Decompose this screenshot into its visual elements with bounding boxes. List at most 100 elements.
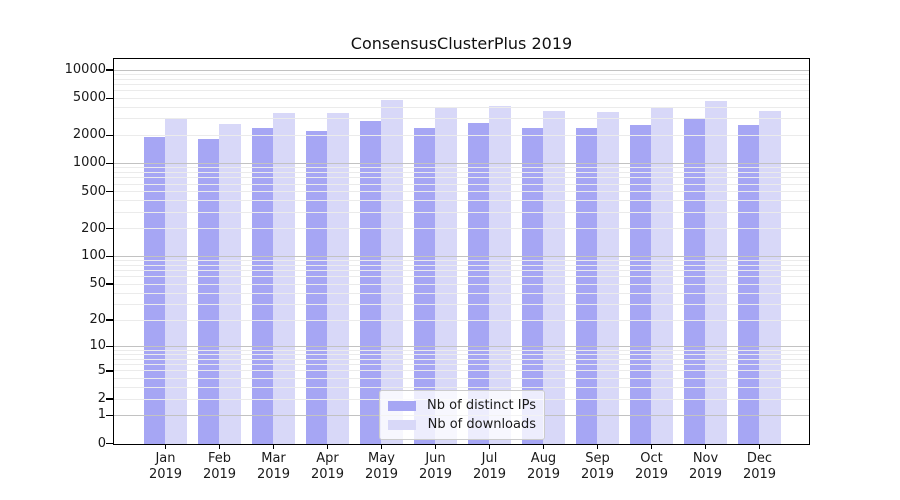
y-tick-mark [106,370,113,372]
bar-downloads-jun [435,108,457,444]
x-tick-label-jun: Jun 2019 [418,450,453,482]
x-tick-label-aug: Aug 2019 [526,450,561,482]
minor-gridline [114,118,809,120]
y-tick-label: 500 [81,183,106,199]
y-tick-label: 5000 [72,90,106,106]
minor-gridline [114,211,809,213]
y-tick-label: 0 [97,435,106,451]
bar-downloads-apr [327,113,349,444]
y-tick-label: 1000 [72,155,106,171]
x-tick-label-oct: Oct 2019 [634,450,669,482]
minor-gridline [114,364,809,366]
x-tick-label-sep: Sep 2019 [580,450,615,482]
y-tick-label: 10000 [64,62,106,78]
x-tick-mark [488,443,491,449]
minor-gridline [114,353,809,355]
minor-gridline [114,200,809,201]
bar-distinct-ips-sep [575,127,597,444]
bar-distinct-ips-nov [683,118,705,444]
x-tick-label-mar: Mar 2019 [256,450,291,482]
y-tick-label: 2000 [72,127,106,143]
minor-gridline [114,177,809,179]
x-tick-label-may: May 2019 [364,450,399,482]
minor-gridline [114,183,809,185]
y-tick-label: 200 [81,220,106,236]
minor-gridline [114,260,809,262]
minor-gridline [114,386,809,388]
plot-area [113,58,810,445]
bar-distinct-ips-dec [737,125,759,444]
minor-gridline [114,303,809,305]
x-tick-label-jul: Jul 2019 [472,450,507,482]
chart-title: ConsensusClusterPlus 2019 [350,34,573,53]
y-tick-label: 1 [97,407,106,423]
x-tick-label-apr: Apr 2019 [310,450,345,482]
y-tick-mark [106,319,113,321]
legend: Nb of distinct IPs Nb of downloads [379,390,545,440]
y-tick-label: 5 [97,362,106,378]
minor-gridline [114,264,809,266]
y-tick-mark [106,134,113,137]
y-tick-mark [106,442,113,445]
minor-gridline [114,73,809,75]
bar-downloads-aug [543,111,565,444]
y-tick-mark [106,162,113,165]
y-tick-label: 50 [89,276,106,292]
bar-distinct-ips-jan [143,136,165,444]
y-tick-mark [106,190,113,193]
x-tick-label-jan: Jan 2019 [148,450,183,482]
bar-distinct-ips-apr [305,131,327,444]
minor-gridline [114,283,809,285]
minor-gridline [114,84,809,86]
x-tick-label-dec: Dec 2019 [742,450,777,482]
bar-distinct-ips-feb [197,139,219,444]
bar-downloads-jan [165,118,187,444]
y-tick-mark [106,283,113,285]
minor-gridline [114,349,809,351]
bar-downloads-sep [597,111,619,444]
x-tick-mark [650,443,653,449]
bar-downloads-may [381,100,403,444]
x-tick-label-feb: Feb 2019 [202,450,237,482]
minor-gridline [114,370,809,372]
minor-gridline [114,134,809,136]
minor-gridline [114,167,809,169]
minor-gridline [114,228,809,229]
x-tick-mark [380,443,383,449]
minor-gridline [114,377,809,379]
bar-downloads-nov [705,100,727,444]
y-tick-mark [106,255,113,258]
y-tick-mark [106,97,113,99]
legend-swatch-downloads [388,419,416,430]
x-tick-mark [164,443,167,449]
x-tick-label-nov: Nov 2019 [688,450,723,482]
legend-item-distinct-ips: Nb of distinct IPs [388,396,536,415]
y-tick-label: 2 [97,391,106,406]
y-tick-mark [106,69,113,71]
minor-gridline [114,319,809,321]
major-gridline [114,255,809,257]
x-tick-mark [542,443,545,449]
minor-gridline [114,191,809,192]
minor-gridline [114,276,809,278]
x-tick-mark [596,443,599,449]
y-tick-label: 20 [89,312,106,328]
minor-gridline [114,292,809,294]
x-tick-mark [218,443,221,449]
y-tick-mark [106,227,113,230]
x-tick-mark [704,443,707,449]
bar-distinct-ips-may [359,121,381,444]
major-gridline [114,345,809,347]
y-tick-label: 10 [89,338,106,354]
legend-label-distinct-ips: Nb of distinct IPs [427,398,536,413]
minor-gridline [114,78,809,80]
y-tick-label: 100 [81,248,106,264]
legend-item-downloads: Nb of downloads [388,415,536,434]
legend-label-downloads: Nb of downloads [427,417,536,432]
minor-gridline [114,172,809,173]
major-gridline [114,162,809,164]
y-tick-mark [106,345,113,347]
minor-gridline [114,358,809,360]
bar-distinct-ips-mar [251,128,273,444]
